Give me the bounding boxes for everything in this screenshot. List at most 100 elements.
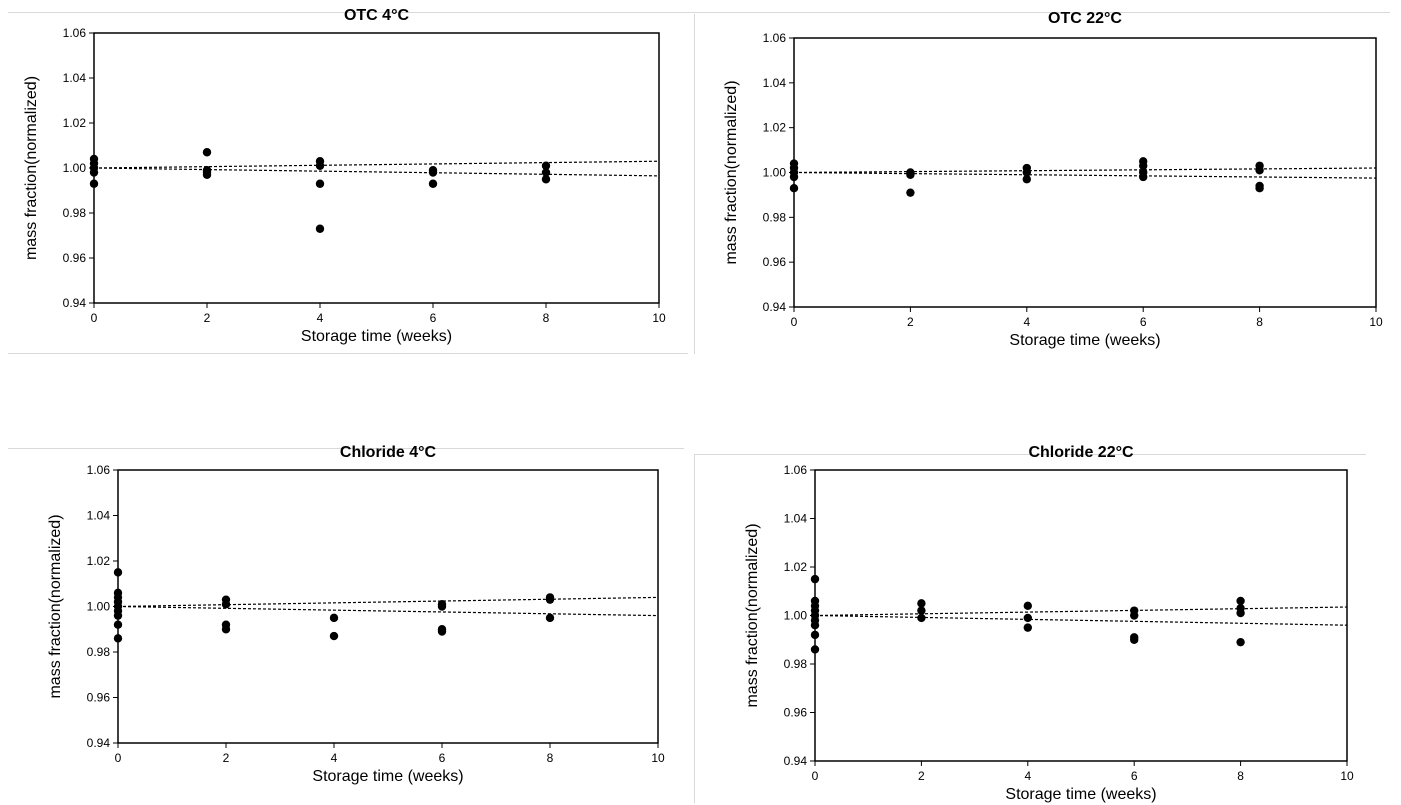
x-tick-label: 4 [1024, 769, 1031, 783]
data-point [428, 179, 438, 188]
data-point [810, 630, 820, 640]
y-tick-label: 0.94 [87, 736, 111, 750]
y-axis-label: mass fraction(normalized) [47, 514, 64, 698]
chart-otc-22c: OTC 22°C 0.94 0.96 0.98 1.00 1.02 1.04 1.06 0 2 4 6… [723, 10, 1383, 349]
panel-divider-mid-left [8, 353, 688, 354]
chart-title: Chloride 22°C [1028, 444, 1134, 461]
trend-line [93, 167, 660, 177]
y-tick-label: 0.98 [763, 210, 787, 224]
y-tick-label: 0.94 [763, 300, 787, 314]
data-point [89, 179, 99, 188]
data-point [113, 620, 123, 629]
data-point [810, 621, 820, 630]
data-point [541, 161, 551, 170]
y-tick-label: 0.94 [784, 754, 808, 768]
data-point [545, 595, 555, 604]
x-tick-label: 8 [1256, 315, 1263, 329]
trend-line [814, 606, 1348, 617]
data-point [221, 625, 231, 634]
data-point [315, 179, 325, 188]
y-tick-label: 1.02 [763, 121, 787, 135]
x-tick-label: 6 [1131, 769, 1138, 783]
y-tick-label: 0.96 [87, 691, 111, 705]
y-tick-label: 0.96 [63, 251, 87, 265]
x-tick-label: 4 [317, 311, 324, 325]
data-point [789, 172, 799, 182]
y-axis-label: mass fraction(normalized) [23, 76, 40, 260]
data-point [906, 188, 915, 197]
data-point [1236, 608, 1245, 618]
x-axis-label: Storage time (weeks) [1005, 786, 1156, 803]
y-tick-label: 0.96 [784, 706, 808, 720]
data-point [810, 574, 820, 584]
y-tick-label: 0.98 [784, 657, 808, 671]
plot-area-frame [814, 469, 1348, 762]
y-tick-label: 0.94 [63, 296, 87, 310]
chart-otc-4c: OTC 4°C 0.94 0.96 0.98 1.00 1.02 1.04 1.06 0 2 4 6 8… [23, 7, 666, 345]
y-tick-label: 1.02 [63, 116, 87, 130]
x-tick-label: 0 [812, 769, 819, 783]
data-point [1022, 168, 1031, 177]
data-point [906, 170, 915, 179]
data-point [1236, 596, 1245, 606]
x-tick-label: 6 [430, 311, 437, 325]
y-tick-label: 0.98 [63, 206, 87, 220]
x-tick-label: 2 [907, 315, 914, 329]
data-point [113, 634, 123, 643]
x-axis-label: Storage time (weeks) [301, 328, 452, 345]
chart-title: OTC 22°C [1048, 10, 1122, 27]
y-tick-label: 1.06 [87, 463, 111, 477]
y-tick-label: 1.00 [87, 600, 111, 614]
data-point [1255, 183, 1264, 193]
data-point [1130, 635, 1139, 644]
data-point [541, 168, 551, 177]
y-tick-label: 1.04 [63, 71, 87, 85]
data-point [789, 183, 799, 193]
x-tick-label: 10 [652, 311, 666, 325]
plot-area-frame [117, 469, 659, 744]
trend-line [117, 596, 659, 608]
data-point [1255, 166, 1264, 175]
data-point [437, 627, 447, 636]
x-tick-label: 2 [223, 751, 230, 765]
data-point [1023, 613, 1032, 623]
x-tick-label: 2 [918, 769, 925, 783]
y-tick-label: 0.98 [87, 645, 111, 659]
y-tick-label: 1.00 [63, 161, 87, 175]
y-tick-label: 1.02 [87, 554, 111, 568]
x-tick-label: 0 [91, 311, 98, 325]
y-axis-label: mass fraction(normalized) [723, 80, 740, 264]
trend-line [814, 614, 1348, 626]
y-axis-label: mass fraction(normalized) [744, 523, 761, 707]
data-point [437, 602, 447, 611]
x-tick-label: 0 [115, 751, 122, 765]
chart-chloride-4c: Chloride 4°C 0.94 0.96 0.98 1.00 1.02 1.04 1.06… [47, 444, 665, 785]
data-point [1236, 637, 1245, 647]
y-tick-label: 1.00 [763, 166, 787, 180]
panel-divider-bottom-left [8, 448, 684, 449]
panel-divider-bottom-right [694, 454, 1366, 455]
panel-divider-vertical [694, 14, 695, 354]
chart-title: OTC 4°C [344, 7, 410, 24]
y-tick-label: 1.06 [784, 463, 808, 477]
data-point [202, 170, 212, 179]
data-point [315, 224, 325, 233]
y-tick-label: 1.04 [763, 76, 787, 90]
data-point [917, 606, 926, 615]
x-tick-label: 10 [1340, 769, 1354, 783]
plot-area-frame [93, 32, 660, 304]
y-tick-label: 1.04 [87, 509, 111, 523]
trend-line [793, 171, 1377, 179]
x-tick-label: 8 [1237, 769, 1244, 783]
chart-title: Chloride 4°C [340, 444, 437, 461]
x-tick-label: 4 [331, 751, 338, 765]
data-point [1022, 175, 1031, 184]
data-point [428, 168, 438, 177]
x-tick-label: 10 [1369, 315, 1383, 329]
y-tick-label: 1.00 [784, 609, 808, 623]
data-point [202, 148, 212, 157]
x-axis-label: Storage time (weeks) [1009, 332, 1160, 349]
data-point [329, 613, 339, 623]
data-point [89, 168, 99, 177]
data-point [113, 568, 123, 577]
